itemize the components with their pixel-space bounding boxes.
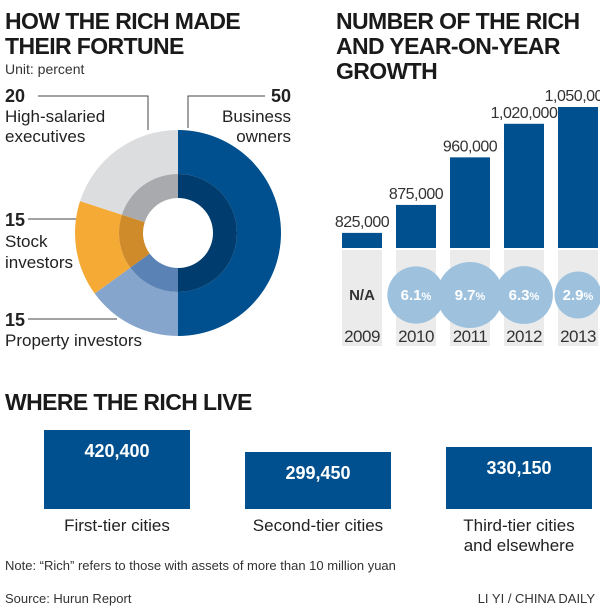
credit: LI YI / CHINA DAILY bbox=[478, 591, 596, 606]
growth-label: 6.3% bbox=[509, 287, 540, 304]
bar-title-line-3: GROWTH bbox=[336, 58, 437, 84]
property-label: Property investors bbox=[5, 331, 142, 350]
bar-value-label: 1,020,000 bbox=[491, 105, 558, 122]
city-bar bbox=[245, 452, 391, 509]
growth-label: 6.1% bbox=[401, 287, 432, 304]
executives-label-2: executives bbox=[5, 127, 85, 146]
growth-unit: % bbox=[422, 291, 432, 303]
bar-chart: 825,000 N/A 2009 875,000 6.1% 2010 960,000 9.7%… bbox=[335, 88, 600, 346]
growth-bubble bbox=[554, 271, 600, 319]
growth-bubble bbox=[387, 266, 445, 324]
donut-slice-property-investors bbox=[94, 267, 178, 336]
donut-inner-slice-business-owners bbox=[178, 174, 237, 292]
donut-inner-slice-high-salaried-executives bbox=[121, 174, 178, 223]
growth-bubble bbox=[495, 266, 553, 324]
growth-unit: % bbox=[584, 291, 594, 303]
growth-unit: % bbox=[530, 291, 540, 303]
business-value: 50 bbox=[271, 86, 291, 106]
business-label-1: Business bbox=[222, 107, 291, 126]
year-label: 2012 bbox=[506, 327, 542, 346]
unit-label: Unit: percent bbox=[5, 61, 84, 77]
footnote: Note: “Rich” refers to those with assets… bbox=[5, 558, 396, 573]
bar-2013 bbox=[558, 107, 598, 248]
donut-chart bbox=[75, 130, 281, 336]
year-label: 2010 bbox=[398, 327, 434, 346]
bar-value-label: 1,050,000 bbox=[545, 88, 600, 105]
donut-slice-business-owners bbox=[178, 130, 281, 336]
year-column-bg bbox=[342, 250, 382, 346]
city-bar-value: 330,150 bbox=[486, 458, 551, 478]
year-label: 2011 bbox=[453, 327, 488, 346]
cities-title: WHERE THE RICH LIVE bbox=[5, 389, 252, 415]
bar-2012 bbox=[504, 123, 544, 248]
source: Source: Hurun Report bbox=[5, 591, 132, 606]
city-bar-value: 299,450 bbox=[285, 463, 350, 483]
bar-title-line-2: AND YEAR-ON-YEAR bbox=[336, 33, 561, 59]
stock-label-2: investors bbox=[5, 253, 73, 272]
bar-value-label: 825,000 bbox=[335, 214, 390, 231]
cities-chart: 420,400 First-tier cities 299,450 Second-ti… bbox=[44, 430, 592, 555]
year-label: 2013 bbox=[560, 327, 596, 346]
city-bar bbox=[44, 430, 190, 509]
donut-title-line-2: THEIR FORTUNE bbox=[5, 33, 184, 59]
bar-value-label: 875,000 bbox=[389, 186, 444, 203]
growth-label: 2.9% bbox=[563, 287, 594, 304]
bar-2010 bbox=[396, 204, 436, 248]
year-label: 2009 bbox=[344, 327, 380, 346]
city-label: Second-tier cities bbox=[253, 516, 383, 535]
growth-label: 9.7% bbox=[455, 287, 486, 304]
donut-title-line-1: HOW THE RICH MADE bbox=[5, 8, 240, 34]
business-label-2: owners bbox=[236, 127, 291, 146]
growth-na-label: N/A bbox=[349, 287, 375, 304]
city-bar bbox=[446, 447, 592, 509]
leader-line-executives bbox=[38, 95, 149, 130]
donut-inner-slice-stock-investors bbox=[118, 214, 150, 268]
bar-2009 bbox=[342, 232, 382, 248]
city-label: and elsewhere bbox=[464, 536, 575, 555]
executives-value: 20 bbox=[5, 86, 25, 106]
growth-unit: % bbox=[476, 291, 486, 303]
city-bar-value: 420,400 bbox=[84, 441, 149, 461]
bar-value-label: 960,000 bbox=[443, 138, 498, 155]
bar-2011 bbox=[450, 157, 490, 248]
city-label: Third-tier cities bbox=[463, 516, 574, 535]
stock-label-1: Stock bbox=[5, 232, 48, 251]
growth-bubble bbox=[437, 262, 503, 328]
bar-title-line-1: NUMBER OF THE RICH bbox=[336, 8, 579, 34]
executives-label-1: High-salaried bbox=[5, 107, 105, 126]
city-label: First-tier cities bbox=[64, 516, 170, 535]
donut-slice-stock-investors bbox=[75, 201, 131, 294]
donut-inner-slice-property-investors bbox=[130, 253, 178, 292]
property-value: 15 bbox=[5, 310, 25, 330]
leader-line-business bbox=[187, 95, 265, 128]
donut-slice-high-salaried-executives bbox=[80, 130, 178, 215]
stock-value: 15 bbox=[5, 210, 25, 230]
